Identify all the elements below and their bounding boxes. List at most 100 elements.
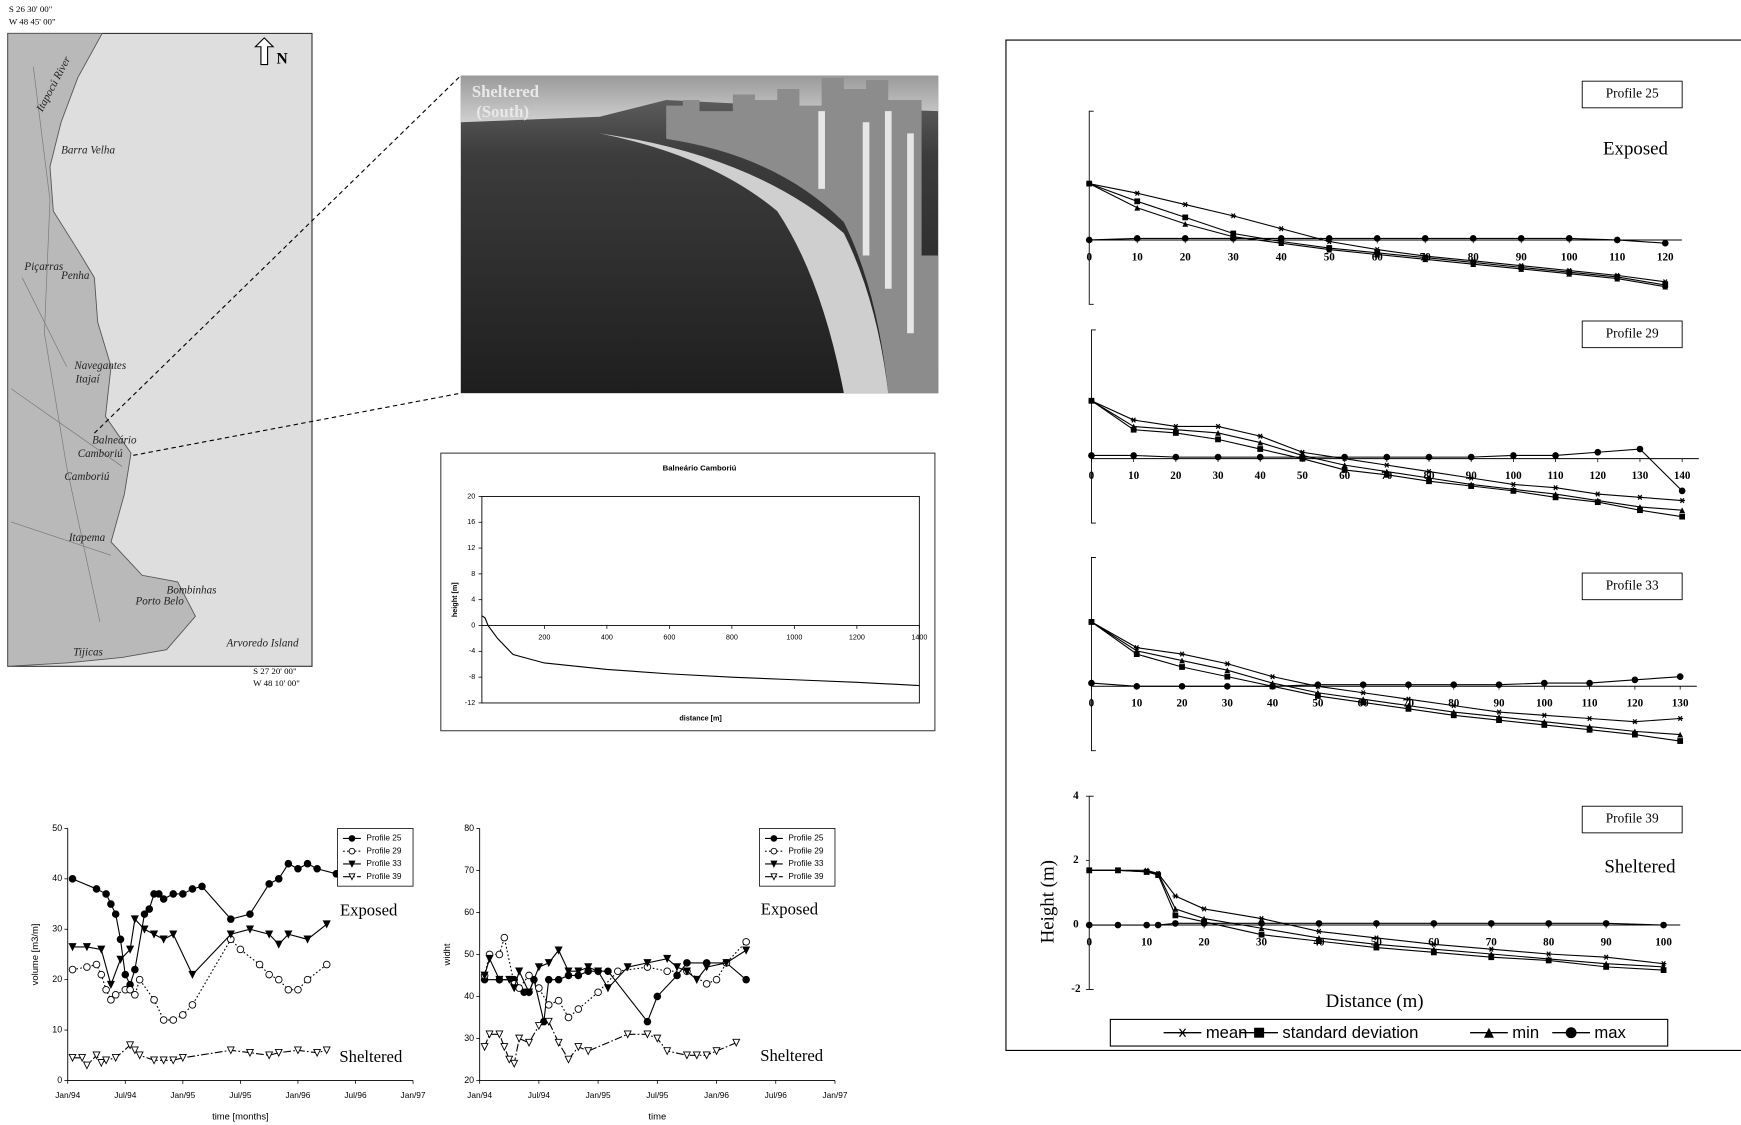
marker (179, 890, 187, 898)
x-tick-label: 120 (1589, 470, 1606, 482)
marker (245, 1048, 255, 1058)
marker (1517, 235, 1525, 242)
annotation: Exposed (1603, 138, 1669, 159)
marker (303, 975, 312, 984)
marker (1510, 481, 1517, 488)
marker (564, 1013, 573, 1022)
x-tick-label: 100 (1505, 470, 1522, 482)
marker (1314, 689, 1321, 696)
place-label: Barra Velha (61, 145, 115, 157)
marker (564, 1055, 573, 1064)
marker (584, 963, 593, 972)
marker (92, 960, 101, 969)
legend-label: Profile 29 (788, 845, 823, 855)
legend-label: Profile 39 (366, 871, 401, 881)
marker (1450, 681, 1458, 689)
x-tick-label: 50 (1324, 251, 1336, 263)
x-tick-label: 0 (1086, 936, 1092, 948)
place-label: Arvoredo Island (226, 638, 299, 650)
marker (83, 963, 91, 971)
marker (1421, 235, 1429, 242)
marker (584, 1047, 593, 1056)
x-tick-label: Jul/96 (765, 1090, 788, 1100)
marker (1631, 676, 1639, 684)
marker (1383, 462, 1390, 468)
series-line (72, 938, 328, 1021)
x-tick-label: 20 (1180, 251, 1192, 263)
marker (274, 975, 283, 984)
marker (111, 990, 120, 999)
marker (1483, 1027, 1494, 1038)
x-tick-label: 30 (1228, 251, 1240, 263)
marker (1510, 452, 1517, 459)
marker (1552, 494, 1559, 501)
marker (1130, 426, 1137, 433)
series-line (72, 917, 328, 987)
marker (1495, 681, 1503, 689)
marker (169, 890, 178, 898)
marker (274, 940, 283, 949)
marker (1586, 715, 1593, 722)
marker (495, 1030, 504, 1039)
marker (1660, 963, 1667, 970)
annotation: Sheltered (760, 1046, 824, 1065)
marker (150, 930, 159, 939)
marker (1201, 906, 1207, 912)
x-tick-label: Jul/94 (528, 1090, 551, 1100)
x-tick-label: 80 (1468, 251, 1480, 263)
x-axis-label: time (648, 1111, 666, 1122)
marker (1086, 867, 1093, 874)
marker (68, 965, 77, 974)
marker (1178, 682, 1186, 690)
marker (1603, 963, 1610, 970)
marker (1541, 722, 1548, 728)
marker (515, 1034, 524, 1043)
marker (702, 963, 711, 972)
x-tick-label: 80 (1543, 936, 1555, 948)
marker (500, 1043, 509, 1052)
y-axis (1091, 329, 1096, 524)
marker (1637, 507, 1643, 514)
y-tick-label: -4 (469, 646, 475, 655)
y-tick-label: 4 (471, 595, 475, 604)
marker (245, 925, 255, 934)
marker (500, 933, 509, 942)
marker (524, 1038, 534, 1047)
marker (188, 885, 197, 893)
marker (1088, 397, 1095, 404)
marker (246, 910, 254, 918)
x-tick-label: 600 (663, 633, 675, 642)
marker (480, 1043, 489, 1052)
marker (663, 1047, 672, 1056)
marker (1172, 423, 1179, 430)
marker (770, 835, 778, 842)
marker (1614, 275, 1621, 282)
marker (188, 970, 197, 979)
y-tick-label: 20 (467, 491, 475, 500)
y-axis-label: widht (441, 943, 452, 966)
marker (1566, 270, 1573, 277)
marker (510, 984, 519, 993)
marker (770, 873, 778, 881)
marker (348, 860, 356, 868)
marker (1613, 236, 1621, 244)
marker (1133, 647, 1140, 654)
photo-sky (460, 75, 939, 123)
north-arrow (254, 37, 275, 66)
place-label: Camboriú (78, 448, 123, 460)
series-line (484, 937, 747, 1019)
marker (274, 1048, 283, 1058)
marker (1224, 667, 1231, 674)
x-tick-label: 800 (726, 633, 738, 642)
marker (1360, 699, 1367, 706)
x-tick-label: 10 (1141, 936, 1153, 948)
marker (1172, 426, 1179, 433)
series-line (1091, 621, 1681, 723)
marker (1586, 723, 1593, 730)
y-tick-label: -2 (1071, 983, 1081, 995)
series-line (1091, 621, 1681, 736)
marker (1201, 915, 1207, 922)
x-tick-label: Jan/97 (401, 1090, 426, 1100)
place-label: Balneário (92, 434, 137, 446)
